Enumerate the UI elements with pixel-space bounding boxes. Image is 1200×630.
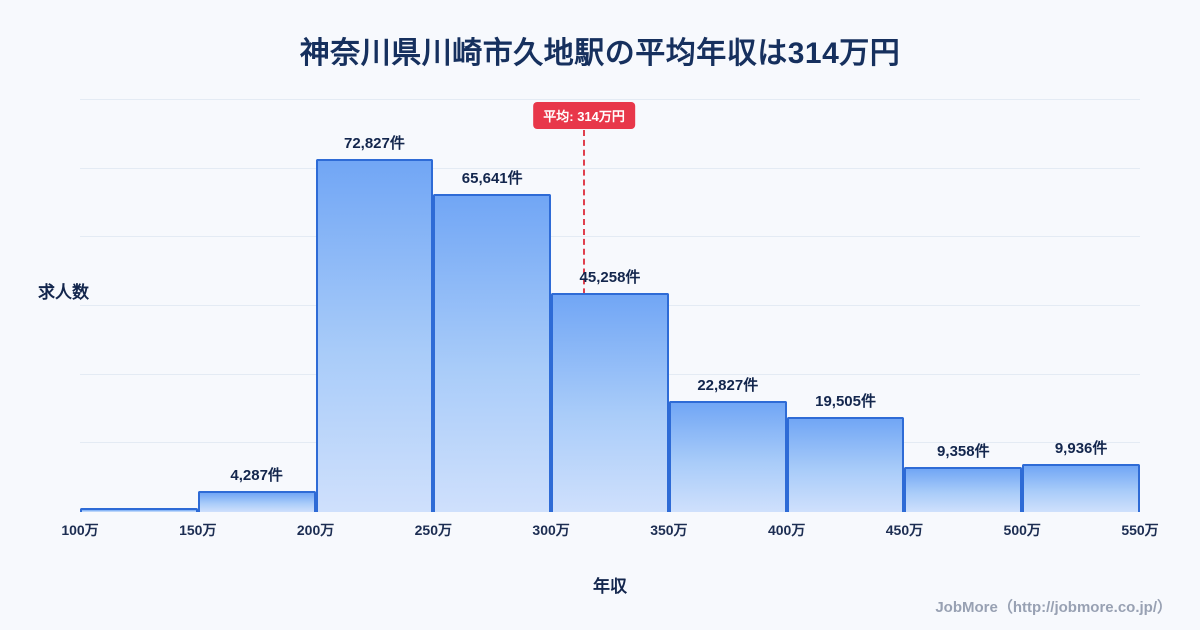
x-tick-label: 150万 (179, 522, 217, 538)
x-tick-label: 550万 (1121, 522, 1159, 538)
footer-credit: JobMore（http://jobmore.co.jp/） (935, 599, 1172, 616)
average-badge: 平均: 314万円 (533, 102, 635, 129)
plot-area: 平均: 314万円 4,287件 72,827件 65,641件 45,258件 22,… (80, 99, 1140, 512)
histogram-bar (315, 159, 434, 512)
bar-value-label: 19,505件 (815, 393, 876, 411)
histogram-bar (197, 491, 316, 512)
bar-value-label: 45,258件 (579, 268, 641, 286)
page-title: 神奈川県川崎市久地駅の平均年収は314万円 (299, 37, 901, 70)
histogram-bar (80, 508, 198, 512)
histogram-bar (433, 193, 552, 512)
bar-value-label: 65,641件 (461, 169, 523, 187)
x-tick-label: 400万 (767, 522, 806, 538)
y-axis-label: 求人数 (38, 283, 89, 302)
bar-value-label: 4,287件 (230, 467, 283, 485)
x-tick-label: 200万 (296, 522, 335, 538)
x-tick-label: 500万 (1003, 522, 1041, 538)
histogram-bar (904, 466, 1023, 512)
x-tick-label: 300万 (532, 522, 570, 538)
histogram-bar (551, 292, 669, 512)
x-tick-label: 450万 (885, 522, 924, 538)
gridline (80, 236, 1140, 238)
x-axis-label: 年収 (593, 577, 627, 596)
x-tick-label: 250万 (414, 522, 453, 538)
histogram-bar (668, 401, 787, 512)
x-tick-label: 100万 (61, 522, 99, 538)
gridline (80, 99, 1140, 100)
x-tick-label: 350万 (650, 522, 688, 538)
gridline (80, 167, 1140, 169)
histogram-bar (786, 417, 905, 512)
bar-value-label: 72,827件 (343, 135, 405, 153)
bar-value-label: 9,936件 (1054, 439, 1108, 457)
bar-value-label: 22,827件 (697, 377, 759, 395)
x-axis-ticks: 100万 150万 200万 250万 300万 350万 400万 450万 500万 550万 (61, 520, 1158, 540)
histogram-bar (1022, 463, 1140, 512)
bar-value-label: 9,358件 (937, 442, 990, 460)
